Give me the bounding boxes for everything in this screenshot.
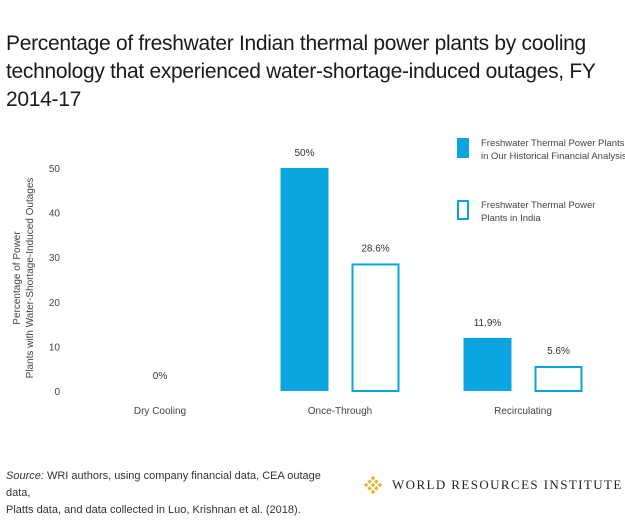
source-note: Source: WRI authors, using company finan…	[6, 468, 336, 519]
y-axis-label-line-1: Percentage of Power	[12, 231, 23, 325]
legend-swatch-filled	[457, 138, 469, 158]
bar-value-label: 0%	[153, 371, 168, 382]
brand-name: WORLD RESOURCES INSTITUTE	[392, 477, 623, 492]
legend-label: Plants in India	[481, 213, 541, 224]
x-tick-label: Dry Cooling	[134, 406, 186, 417]
y-tick-label: 50	[49, 164, 61, 175]
y-tick-label: 0	[54, 387, 60, 398]
y-tick-label: 40	[49, 209, 61, 220]
bar-value-labels: 0% 50% 28.6% 11.9% 5.6%	[153, 148, 570, 382]
y-tick-label: 10	[49, 342, 61, 353]
bar-value-label: 5.6%	[547, 346, 570, 357]
bars	[280, 168, 583, 392]
bar-value-label: 11.9%	[474, 318, 502, 329]
legend-label: in Our Historical Financial Analysis	[481, 151, 625, 162]
x-axis-ticks: Dry Cooling Once-Through Recirculating	[134, 406, 552, 417]
legend-label: Freshwater Thermal Power	[481, 200, 595, 211]
source-line-2: Platts data, and data collected in Luo, …	[6, 504, 301, 516]
legend-swatch-outline	[457, 200, 469, 220]
bar-once-through-series-1	[280, 168, 329, 391]
chart-title-line-2: technology that experienced water-shorta…	[6, 60, 596, 111]
bar-value-label: 50%	[294, 148, 314, 159]
x-tick-label: Recirculating	[494, 406, 552, 417]
bar-recirculating-series-1	[463, 337, 512, 391]
legend-label: Freshwater Thermal Power Plants	[481, 138, 625, 149]
bar-once-through-series-2	[351, 263, 400, 392]
x-tick-label: Once-Through	[308, 406, 372, 417]
y-axis-ticks: 0 10 20 30 40 50	[49, 164, 61, 398]
bar-value-label: 28.6%	[361, 243, 389, 254]
legend: Freshwater Thermal Power Plants in Our Hi…	[457, 138, 625, 224]
chart-title: Percentage of freshwater Indian thermal …	[6, 30, 618, 114]
source-label: Source:	[6, 470, 44, 482]
y-axis-label-line-2: Plants with Water-Shortage-Induced Outag…	[25, 178, 36, 379]
wri-lattice-logo-icon	[363, 475, 383, 495]
y-tick-label: 20	[49, 298, 61, 309]
source-line-1: WRI authors, using company financial dat…	[6, 470, 321, 499]
y-tick-label: 30	[49, 253, 61, 264]
y-axis-label: Percentage of Power Plants with Water-Sho…	[12, 178, 36, 379]
brand-logo: WORLD RESOURCES INSTITUTE	[358, 470, 623, 500]
bar-recirculating-series-2	[534, 366, 583, 392]
chart-title-line-1: Percentage of freshwater Indian thermal …	[6, 32, 586, 55]
